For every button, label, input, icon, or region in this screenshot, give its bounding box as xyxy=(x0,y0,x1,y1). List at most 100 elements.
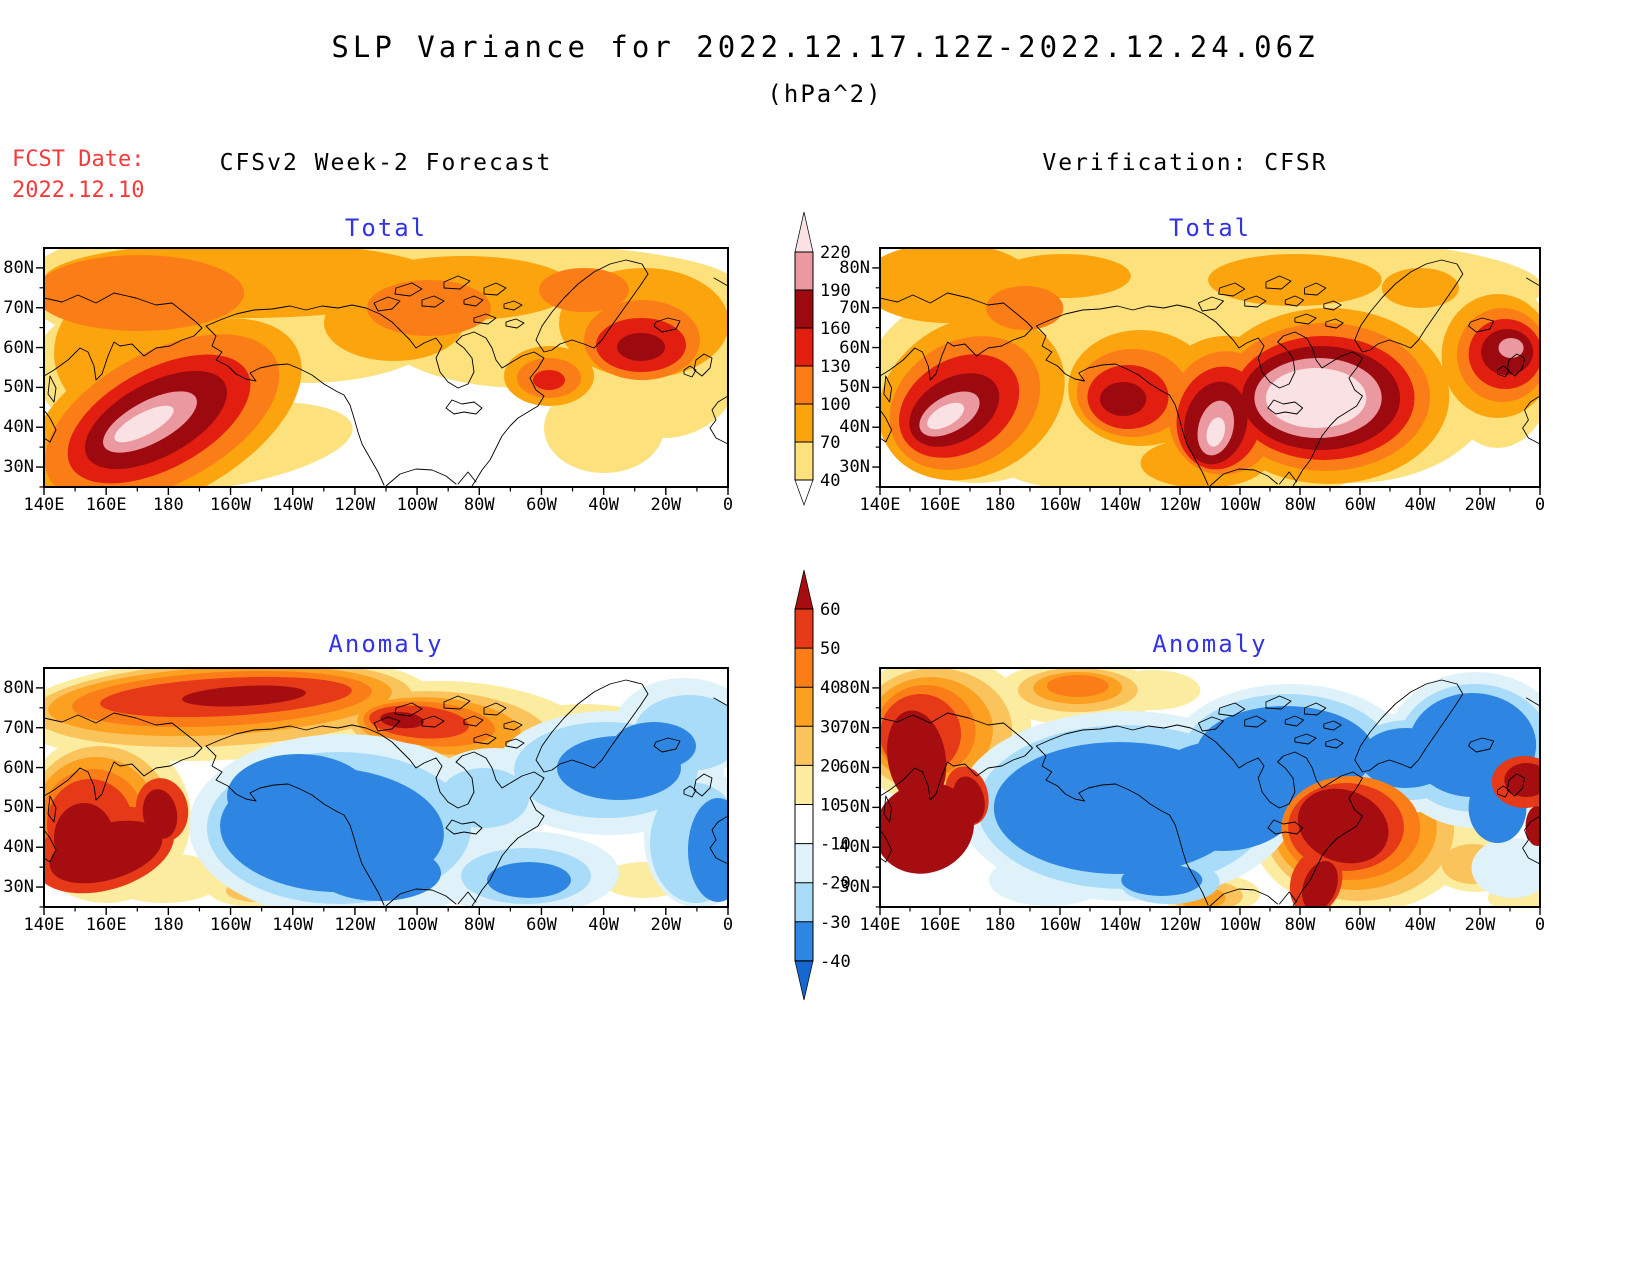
lon-tick-label: 180 xyxy=(153,915,184,935)
cbar-total-canvas: 220 190 160 130 100 70 40 xyxy=(794,211,851,507)
lon-tick-label: 60W xyxy=(1344,915,1376,935)
lon-tick-label: 20W xyxy=(650,915,682,935)
lon-tick-label: 140E xyxy=(859,915,901,935)
lon-tick-label: 80W xyxy=(463,915,495,935)
colorbar-tick-label: -20 xyxy=(820,874,851,894)
forecast-date-value: 2022.12.10 xyxy=(12,178,145,203)
lon-tick-label: 60W xyxy=(526,915,557,935)
colorbar-tick-label: 70 xyxy=(820,433,840,453)
lat-tick-label: 70N xyxy=(839,717,870,738)
forecast-date-label: FCST Date: xyxy=(12,147,145,172)
lat-tick-label: 70N xyxy=(839,297,870,318)
lat-tick-label: 40N xyxy=(839,417,870,438)
lat-tick-label: 50N xyxy=(3,797,34,818)
colorbar-tick-label: 60 xyxy=(820,600,840,620)
lat-tick-label: 30N xyxy=(3,877,34,898)
colorbar-tick-label: 220 xyxy=(820,243,851,263)
lat-tick-label: 40N xyxy=(3,417,34,438)
lat-tick-label: 80N xyxy=(839,257,870,278)
panel-title-forecast-total: Total xyxy=(344,214,428,242)
panel-title-verification-total: Total xyxy=(1168,214,1252,242)
lat-tick-label: 40N xyxy=(3,837,34,858)
lat-tick-label: 80N xyxy=(839,677,870,698)
colorbar-tick-label: 160 xyxy=(820,319,851,339)
lon-tick-label: 80W xyxy=(1284,495,1316,515)
map-panel-forecast-anomaly: 140E 160E 180 160W 140W 120W 100W 80W 60W 40W 20W 0… xyxy=(3,667,733,935)
lat-tick-label: 80N xyxy=(3,677,34,698)
lon-tick-label: 100W xyxy=(1219,495,1261,515)
page-title: SLP Variance for 2022.12.17.12Z-2022.12.… xyxy=(331,30,1319,64)
lon-tick-label: 0 xyxy=(1534,495,1546,515)
lon-tick-label: 100W xyxy=(396,495,438,515)
lon-tick-label: 140E xyxy=(23,915,65,935)
lon-tick-label: 180 xyxy=(984,915,1016,935)
lon-tick-label: 80W xyxy=(1284,915,1316,935)
lon-tick-label: 160W xyxy=(1039,495,1081,515)
lon-tick-label: 160W xyxy=(210,915,252,935)
lon-tick-label: 140W xyxy=(1099,915,1141,935)
map-panel-forecast-total: 140E 160E 180 160W 140W 120W 100W 80W 60W 40W 20W 0… xyxy=(3,247,733,515)
lon-tick-label: 100W xyxy=(1219,915,1261,935)
lon-tick-label: 140W xyxy=(272,495,314,515)
lon-tick-label: 180 xyxy=(153,495,184,515)
lat-tick-label: 70N xyxy=(3,717,34,738)
lat-tick-label: 60N xyxy=(3,757,34,778)
colorbar-tick-label: -10 xyxy=(820,835,851,855)
map-panel-verification-total: 140E 160E 180 160W 140W 120W 100W 80W 60W 40W 20W 0… xyxy=(839,247,1545,515)
page-subtitle: (hPa^2) xyxy=(767,80,883,108)
map-canvas-bl xyxy=(36,667,729,915)
map-canvas-tr xyxy=(872,247,1541,495)
colorbar-tick-label: -40 xyxy=(820,952,851,972)
panel-title-verification-anomaly: Anomaly xyxy=(1152,630,1268,658)
lon-tick-label: 120W xyxy=(334,495,376,515)
lon-tick-label: 160E xyxy=(919,915,961,935)
map-panel-verification-anomaly: 140E 160E 180 160W 140W 120W 100W 80W 60W 40W 20W 0… xyxy=(839,667,1545,935)
colorbar-tick-label: 20 xyxy=(820,756,840,776)
lon-tick-label: 140E xyxy=(23,495,65,515)
colorbar-tick-label: 130 xyxy=(820,357,851,377)
lon-tick-label: 20W xyxy=(1464,495,1496,515)
lon-tick-label: 120W xyxy=(334,915,376,935)
lon-tick-label: 80W xyxy=(463,495,495,515)
colorbar-tick-label: -30 xyxy=(820,913,851,933)
lon-tick-label: 40W xyxy=(588,495,619,515)
lon-tick-label: 20W xyxy=(650,495,682,515)
lon-tick-label: 40W xyxy=(1404,915,1436,935)
colorbar-tick-label: 30 xyxy=(820,717,840,737)
lon-tick-label: 160W xyxy=(210,495,252,515)
lon-tick-label: 120W xyxy=(1159,915,1201,935)
lon-tick-label: 160E xyxy=(919,495,961,515)
colorbar-tick-label: 100 xyxy=(820,395,851,415)
lon-tick-label: 140W xyxy=(272,915,314,935)
lat-tick-label: 60N xyxy=(3,337,34,358)
lat-tick-label: 40N xyxy=(839,837,870,858)
lon-tick-label: 0 xyxy=(1534,915,1546,935)
lon-tick-label: 60W xyxy=(526,495,557,515)
lon-tick-label: 160E xyxy=(85,915,127,935)
lat-tick-label: 30N xyxy=(3,457,34,478)
lon-tick-label: 160E xyxy=(85,495,127,515)
colorbar-tick-label: 10 xyxy=(820,796,840,816)
lon-tick-label: 60W xyxy=(1344,495,1376,515)
lat-tick-label: 70N xyxy=(3,297,34,318)
lon-tick-label: 0 xyxy=(722,495,734,515)
lon-tick-label: 100W xyxy=(396,915,438,935)
lat-tick-label: 60N xyxy=(839,337,870,358)
lon-tick-label: 140W xyxy=(1099,495,1141,515)
colorbar-total: 220 190 160 130 100 70 40 xyxy=(794,205,875,525)
column-header-forecast: CFSv2 Week-2 Forecast xyxy=(219,150,553,176)
lon-tick-label: 40W xyxy=(1404,495,1436,515)
cbar-anomaly-canvas: 60 50 40 30 20 10 -10 -20 -30 -40 xyxy=(794,569,851,1001)
colorbar-tick-label: 40 xyxy=(820,678,840,698)
map-canvas-br xyxy=(872,667,1541,915)
lat-tick-label: 30N xyxy=(839,457,870,478)
lat-tick-label: 50N xyxy=(839,377,870,398)
colorbar-tick-label: 40 xyxy=(820,471,840,491)
colorbar-anomaly: 60 50 40 30 20 10 -10 -20 -30 -40 xyxy=(794,565,875,1010)
lon-tick-label: 140E xyxy=(859,495,901,515)
lat-tick-label: 60N xyxy=(839,757,870,778)
lon-tick-label: 180 xyxy=(984,495,1016,515)
lat-tick-label: 80N xyxy=(3,257,34,278)
lon-tick-label: 0 xyxy=(722,915,734,935)
map-canvas-tl xyxy=(36,247,729,495)
